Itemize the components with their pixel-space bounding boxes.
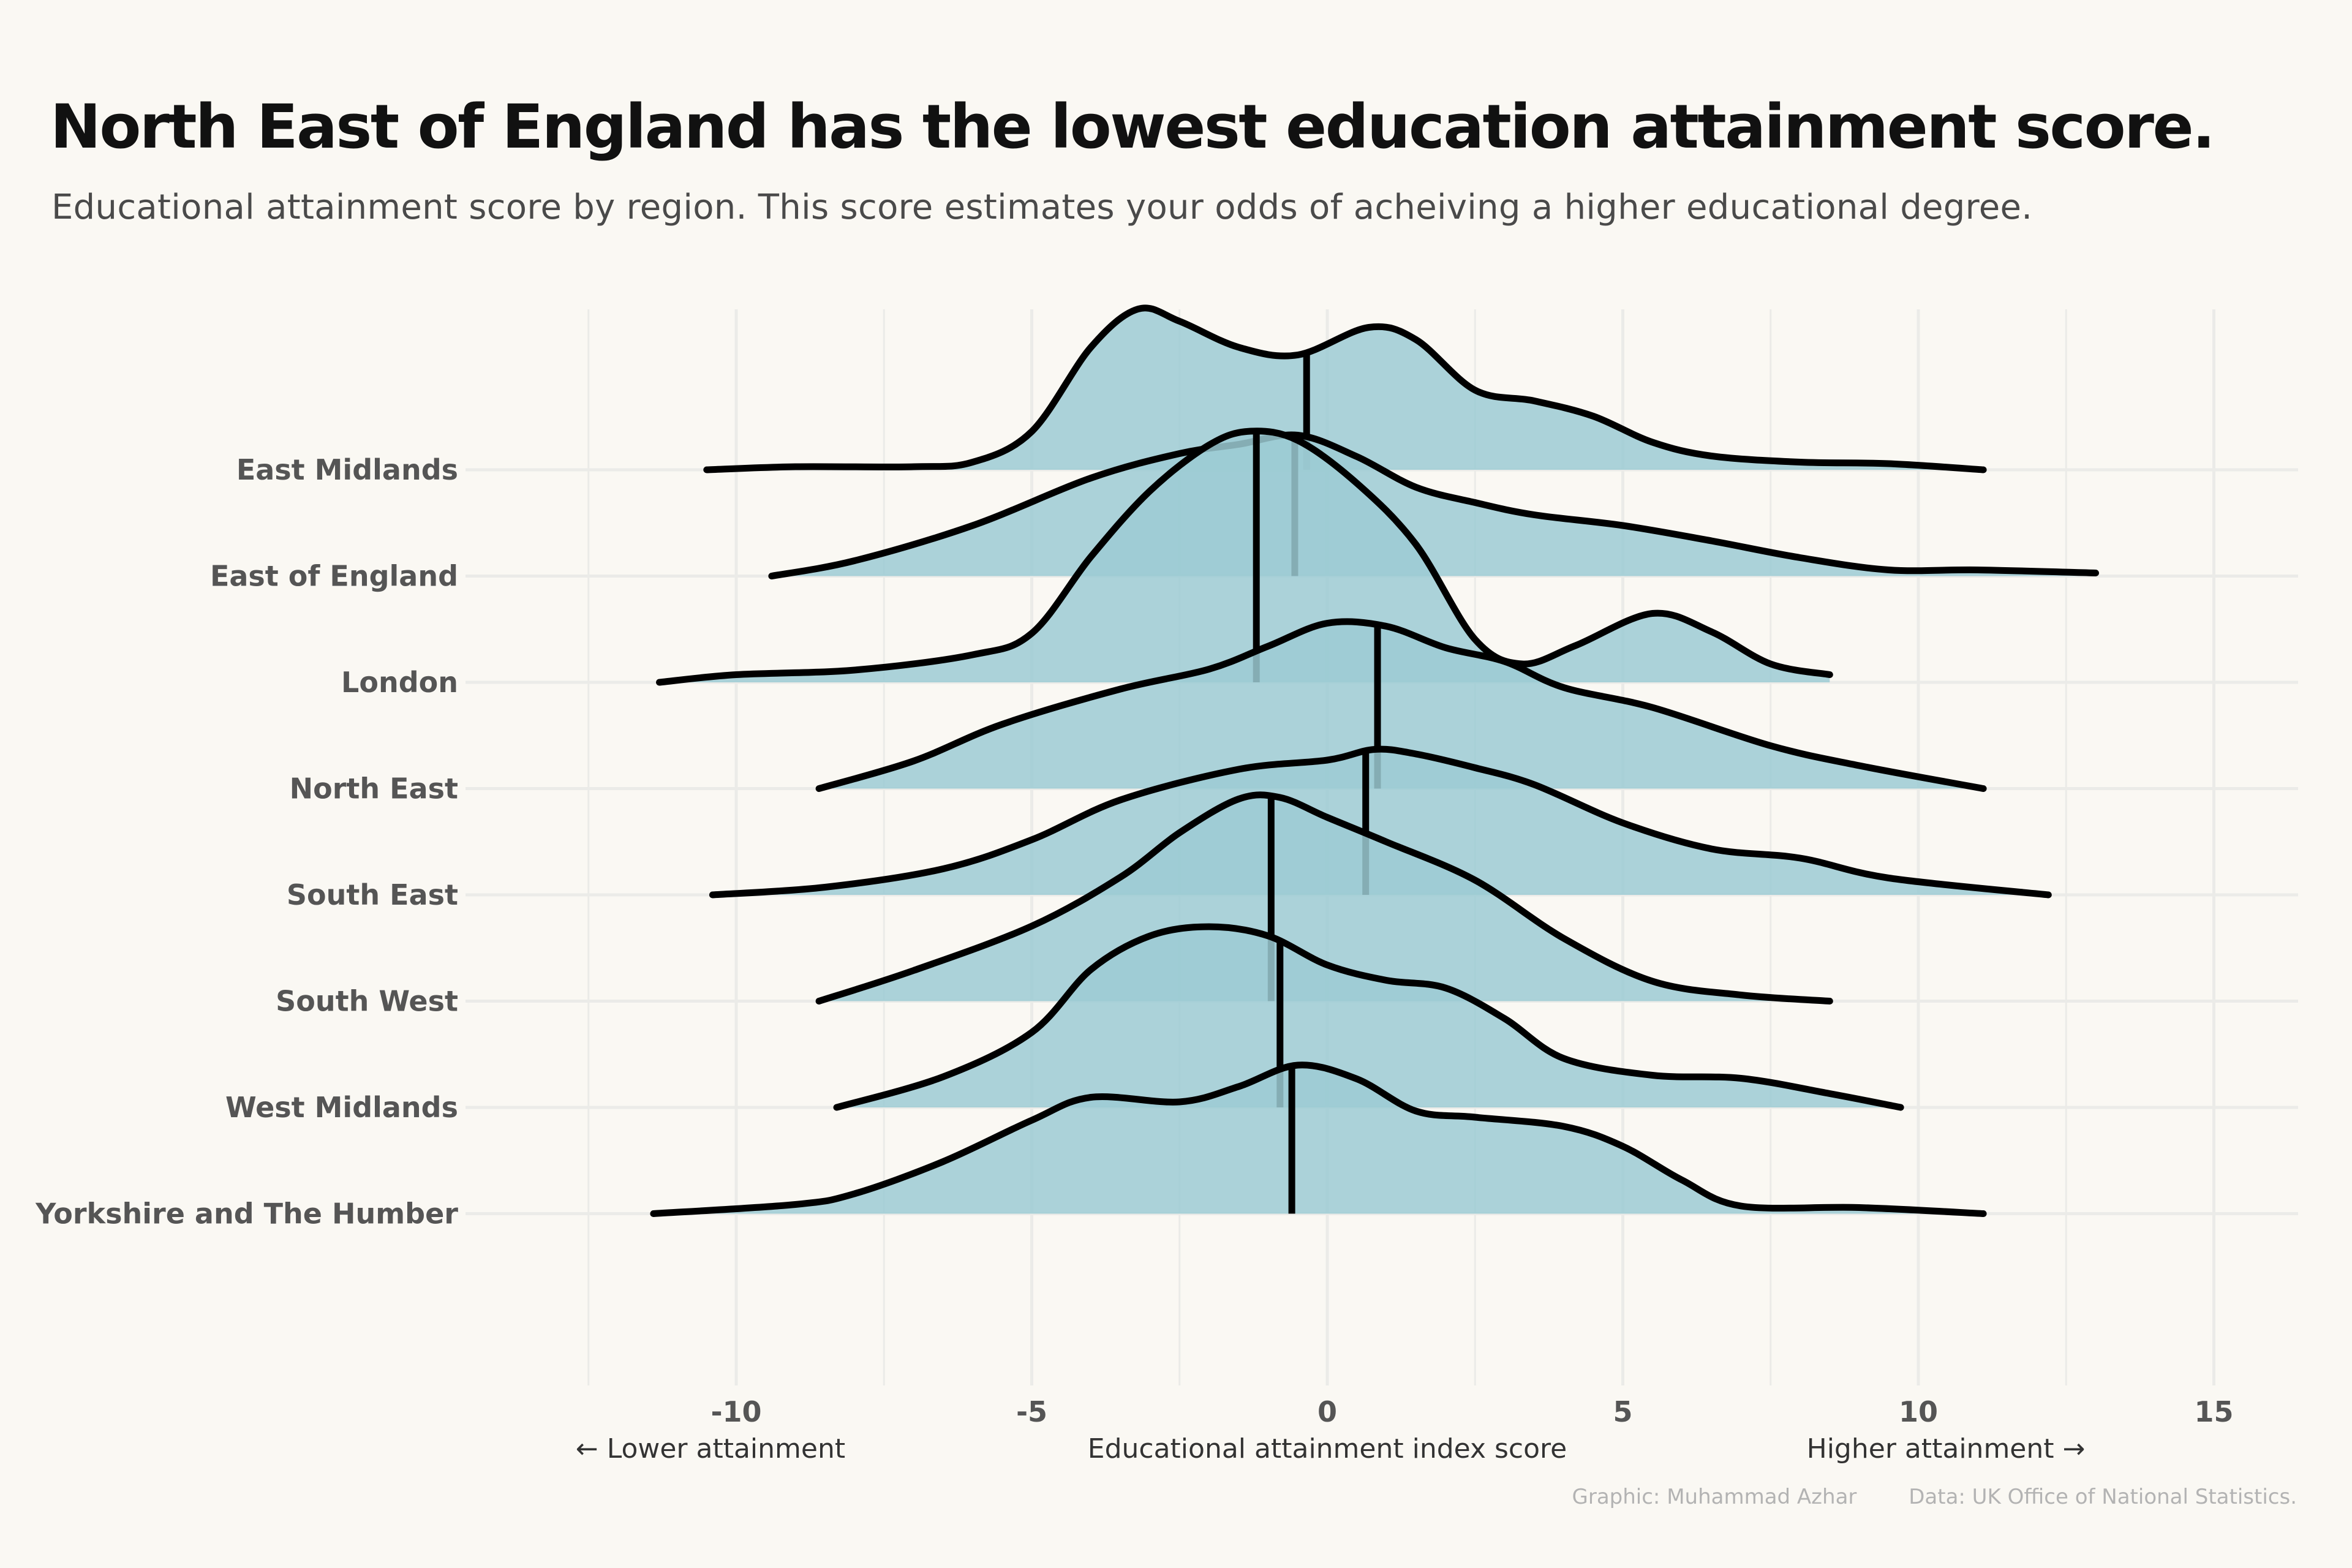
x-axis-title: Educational attainment index score (1088, 1433, 1567, 1464)
density-area (653, 1065, 1984, 1214)
density-outline (650, 1061, 1987, 1217)
y-tick-label: South West (276, 985, 458, 1018)
x-axis-higher-note: Higher attainment → (1807, 1433, 2086, 1464)
y-tick-label: East of England (210, 560, 458, 593)
x-tick-label: -5 (1016, 1395, 1047, 1428)
ridge-group (650, 1061, 1987, 1217)
chart-subtitle: Educational attainment score by region. … (51, 187, 2033, 227)
density-area (659, 431, 1830, 682)
y-tick-label: London (341, 666, 458, 699)
x-tick-label: 5 (1613, 1395, 1632, 1428)
y-axis-labels: East Midlands East of England London North … (35, 453, 458, 1231)
graphic-credit: Graphic: Muhammad Azhar (1572, 1485, 1857, 1509)
density-area (837, 927, 1901, 1107)
data-source-credit: Data: UK Office of National Statistics. (1909, 1485, 2297, 1509)
density-outline (703, 304, 1987, 473)
x-axis: -10 -5 0 5 10 15 (710, 1395, 2233, 1428)
ridge-group (656, 428, 1833, 686)
y-tick-label: West Midlands (225, 1091, 458, 1124)
density-outline (833, 923, 1904, 1111)
density-area (819, 621, 1984, 789)
density-outline (768, 431, 2099, 579)
ridge-group (703, 304, 1987, 473)
x-tick-label: 0 (1317, 1395, 1337, 1428)
x-tick-label: 10 (1899, 1395, 1938, 1428)
y-tick-label: South East (287, 878, 458, 911)
density-outline (815, 791, 1833, 1005)
y-tick-label: East Midlands (236, 453, 458, 486)
x-axis-lower-note: ← Lower attainment (576, 1433, 845, 1464)
density-area (712, 749, 2049, 895)
x-tick-label: -10 (710, 1395, 761, 1428)
chart-title: North East of England has the lowest edu… (50, 92, 2215, 162)
y-tick-label: Yorkshire and The Humber (35, 1197, 458, 1231)
ridges-layer (650, 304, 2099, 1217)
density-area (706, 307, 1984, 470)
density-outline (815, 618, 1987, 792)
density-outline (709, 745, 2052, 899)
x-tick-label: 15 (2194, 1395, 2233, 1428)
credits: Graphic: Muhammad Azhar Data: UK Office … (1572, 1485, 2297, 1509)
y-tick-label: North East (290, 772, 458, 805)
density-outline (656, 428, 1833, 686)
